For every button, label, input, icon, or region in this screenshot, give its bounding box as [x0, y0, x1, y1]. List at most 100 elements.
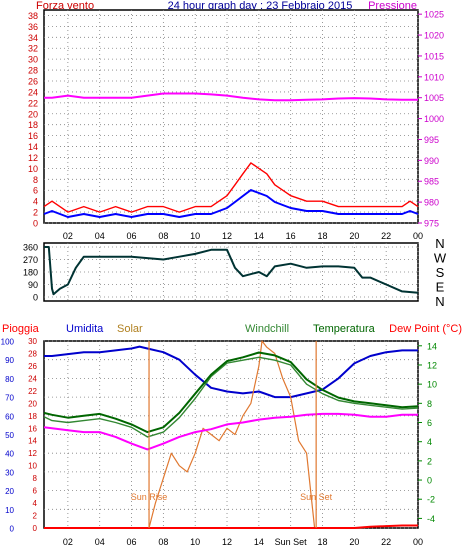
top-x-tick-2: 06: [127, 231, 137, 241]
rain-tick-4: 8: [33, 474, 38, 483]
sun-event-label-0: Sun Rise: [131, 492, 168, 502]
bottom-x-tick-11: 00: [413, 537, 423, 547]
sun-events: Sun Rise Sun Set: [131, 341, 333, 528]
bottom-x-tick-8: 18: [318, 537, 328, 547]
rain-tick-8: 16: [28, 424, 37, 433]
humidity-tick-2: 20: [5, 487, 14, 496]
top-right-tick-2: 985: [424, 177, 439, 187]
top-left-tick-5: 10: [28, 164, 38, 174]
top-x-tick-7: 16: [286, 231, 296, 241]
top-left-tick-10: 20: [28, 109, 38, 119]
rain-tick-15: 30: [28, 337, 37, 346]
rain-label: Pioggia: [2, 323, 40, 335]
humidity-label: Umidita: [66, 323, 104, 335]
rain-tick-0: 0: [33, 524, 38, 533]
dir-tick-1: 90: [28, 280, 38, 290]
top-x-tick-6: 14: [254, 231, 264, 241]
humidity-tick-4: 40: [5, 450, 14, 459]
top-left-tick-7: 14: [28, 142, 38, 152]
rain-tick-2: 4: [33, 499, 38, 508]
bottom-x-tick-6: 14: [254, 537, 264, 547]
dir-tick-3: 270: [23, 255, 38, 265]
temp-tick-7: 10: [427, 380, 437, 390]
top-x-axis: 02 04 06 08 10 12 14 16 18 20 22 00: [63, 231, 423, 241]
dir-series-0: [44, 246, 419, 296]
top-left-tick-15: 30: [28, 55, 38, 65]
top-left-tick-12: 24: [28, 87, 38, 97]
compass-letter-3: E: [436, 280, 445, 295]
wind-speed-label: Forza vento: [36, 0, 94, 12]
top-right-axis: 975 980 985 990 995 1000 1005 1010 1015 1020 1025: [418, 10, 444, 229]
rain-tick-6: 12: [28, 449, 37, 458]
top-right-tick-4: 995: [424, 135, 439, 145]
top-right-tick-7: 1010: [424, 72, 444, 82]
rain-tick-10: 20: [28, 399, 37, 408]
chart-title: 24 hour graph day : 23 Febbraio 2015: [168, 0, 353, 12]
top-left-tick-18: 36: [28, 22, 38, 32]
top-right-tick-6: 1005: [424, 93, 444, 103]
top-left-tick-9: 18: [28, 120, 38, 130]
top-right-tick-8: 1015: [424, 51, 444, 61]
top-left-tick-8: 16: [28, 131, 38, 141]
bottom-x-tick-0: 02: [63, 537, 73, 547]
compass-letter-2: S: [436, 265, 445, 280]
top-series-0: [43, 162, 419, 213]
top-left-tick-14: 28: [28, 66, 38, 76]
temp-tick-3: 2: [427, 456, 432, 466]
humidity-tick-5: 50: [5, 431, 14, 440]
direction-panel-grid: [44, 243, 419, 301]
bottom-series-0: [44, 345, 418, 399]
top-series-1: [44, 92, 418, 102]
dir-tick-4: 360: [23, 243, 38, 253]
humidity-tick-3: 30: [5, 468, 14, 477]
top-right-tick-0: 975: [424, 219, 439, 229]
top-left-tick-11: 22: [28, 98, 38, 108]
top-right-tick-1: 980: [424, 198, 439, 208]
bottom-x-tick-5: 12: [222, 537, 232, 547]
rain-tick-14: 28: [28, 349, 37, 358]
top-x-tick-8: 18: [318, 231, 328, 241]
temp-tick-5: 6: [427, 418, 432, 428]
top-right-tick-5: 1000: [424, 114, 444, 124]
top-x-tick-4: 10: [190, 231, 200, 241]
rain-tick-11: 22: [28, 387, 37, 396]
top-x-tick-1: 04: [95, 231, 105, 241]
rain-tick-1: 2: [33, 512, 38, 521]
bottom-x-tick-2: 06: [127, 537, 137, 547]
dir-tick-0: 0: [33, 293, 38, 303]
top-left-tick-19: 38: [28, 11, 38, 21]
rain-tick-5: 10: [28, 462, 37, 471]
rain-tick-9: 18: [28, 412, 37, 421]
dir-tick-2: 180: [23, 268, 38, 278]
humidity-tick-1: 10: [5, 506, 14, 515]
top-panel-frame: [43, 9, 419, 224]
temperature-axis: -4 -2 0 2 4 6 8 10 12 14: [418, 341, 437, 524]
top-series-avg: [43, 189, 419, 218]
humidity-tick-0: 0: [10, 525, 15, 534]
bottom-series-5: [44, 524, 418, 529]
rain-tick-7: 14: [28, 437, 37, 446]
top-left-tick-13: 26: [28, 77, 38, 87]
humidity-axis: 0 10 20 30 40 50 60 70 80 90 100: [1, 338, 15, 534]
bottom-x-tick-3: 08: [158, 537, 168, 547]
bottom-series-3: [43, 351, 419, 434]
temp-tick-0: -4: [427, 514, 435, 524]
direction-series: [44, 246, 419, 296]
top-right-tick-9: 1020: [424, 31, 444, 41]
top-left-tick-4: 8: [33, 175, 38, 185]
rain-tick-3: 6: [33, 487, 38, 496]
pressure-label: Pressione: [368, 0, 417, 12]
top-left-tick-0: 0: [33, 219, 38, 229]
solar-label: Solar: [117, 323, 143, 335]
humidity-tick-7: 70: [5, 394, 14, 403]
humidity-tick-10: 100: [1, 338, 15, 347]
bottom-x-tick-7: Sun Set: [275, 537, 308, 547]
direction-left-axis: 0 90 180 270 360: [23, 243, 38, 303]
temp-tick-2: 0: [427, 476, 432, 486]
rain-tick-13: 26: [28, 362, 37, 371]
compass-letter-1: W: [434, 251, 447, 266]
bottom-x-tick-1: 04: [95, 537, 105, 547]
